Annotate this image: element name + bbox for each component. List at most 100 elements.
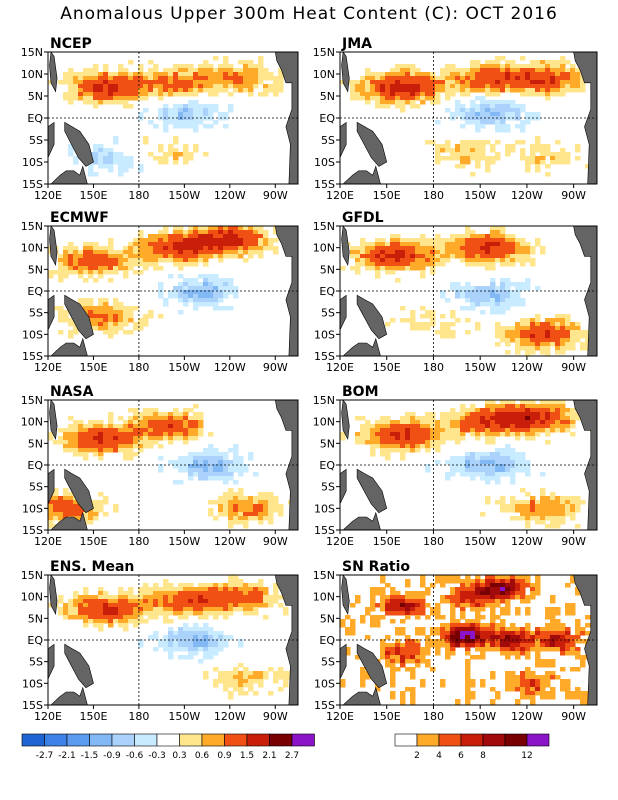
map-panel-0: NCEP 120E 150E 180 150W 120W 90W 15N 10N 5N EQ 5S 10… [21,36,299,202]
y-tick-label: 15N [313,394,335,407]
land-mass [49,226,58,266]
y-tick-label: 15N [313,569,335,582]
panel-title: JMA [341,36,372,52]
map-panel-1: JMA 120E 150E 180 150W 120W 90W 15N 10N 5N EQ 5S 10S… [313,36,598,202]
x-tick-label: 90W [561,710,586,723]
land-mass [342,165,381,184]
colorbar-swatch [482,733,506,747]
y-tick-label: 5N [28,437,43,450]
y-tick-label: 15S [22,699,43,712]
y-tick-label: 15N [21,220,43,233]
y-tick-label: 10N [21,591,43,604]
colorbar-label: -0.3 [148,751,166,761]
map-panel-5: BOM 120E 150E 180 150W 120W 90W 15N 10N 5N EQ 5S 10S… [313,384,598,548]
x-tick-label: 150W [168,189,200,202]
field-grid [340,575,597,705]
y-tick-label: 5S [29,307,43,320]
x-tick-label: 90W [561,189,586,202]
colorbar-swatch [224,733,248,747]
panel-title: SN Ratio [342,559,410,575]
land-mass [356,121,388,167]
colorbar-label: 2.1 [262,751,276,761]
y-tick-label: 5S [321,307,335,320]
land-mass [49,52,58,93]
x-tick-label: 120E [34,361,62,374]
x-tick-label: 90W [263,189,288,202]
y-tick-label: EQ [27,634,43,647]
y-tick-label: 10S [22,677,43,690]
x-tick-label: 90W [263,361,288,374]
panel-title: BOM [342,384,379,400]
x-tick-label: 150E [79,710,107,723]
y-tick-label: 15N [21,394,43,407]
y-tick-label: EQ [27,285,43,298]
colorbar-label: -0.9 [103,751,121,761]
land-mass [64,643,94,689]
y-tick-label: 10S [22,328,43,341]
y-tick-label: 10N [313,242,335,255]
y-tick-label: EQ [319,459,335,472]
y-tick-label: 10S [314,156,335,169]
colorbar-swatch [179,733,203,747]
land-mass [341,226,350,266]
land-mass [340,468,347,505]
y-tick-label: 5N [320,90,335,103]
x-tick-label: 150W [168,535,200,548]
colorbar-label: 12 [521,751,532,761]
land-mass [341,400,350,440]
field-grid [340,226,597,356]
y-tick-label: 5S [321,656,335,669]
y-tick-label: 10N [21,416,43,429]
x-tick-label: 120W [214,710,246,723]
x-tick-label: 150W [168,361,200,374]
map-panel-6: ENS. Mean 120E 150E 180 150W 120W 90W 15N 10N 5N E… [21,559,299,723]
x-tick-label: 150E [79,189,107,202]
land-mass [50,686,88,705]
land-mass [49,400,58,440]
colorbar-swatch [526,733,550,747]
panel-title: ECMWF [50,210,109,226]
colorbar-swatch [460,733,484,747]
colorbar-label: 2 [414,751,420,761]
land-mass [50,511,88,530]
panel-title: NASA [50,384,94,400]
x-tick-label: 150W [464,189,496,202]
colorbar-label: 0.3 [172,751,186,761]
x-tick-label: 180 [128,361,149,374]
land-mass [48,468,55,505]
panel-title: ENS. Mean [50,559,134,575]
colorbar-swatch [44,733,68,747]
x-tick-label: 150W [464,535,496,548]
colorbar-label: 6 [458,751,464,761]
x-tick-label: 120W [511,710,543,723]
colorbar-swatch [111,733,135,747]
x-tick-label: 120E [34,710,62,723]
land-mass [356,468,388,514]
colorbar-label: 4 [436,751,442,761]
land-mass [340,121,347,158]
x-tick-label: 120W [511,535,543,548]
y-tick-label: 15N [313,220,335,233]
x-tick-label: 120W [214,535,246,548]
colorbar-swatch [269,733,293,747]
land-mass [573,226,597,356]
y-tick-label: 5S [321,481,335,494]
land-mass [573,400,597,530]
x-tick-label: 150W [168,710,200,723]
y-tick-label: 10S [22,156,43,169]
map-panel-7: SN Ratio 120E 150E 180 150W 120W 90W 15N 10N 5N EQ… [313,559,598,723]
x-tick-label: 120W [511,189,543,202]
panel-title: GFDL [342,210,384,226]
colorbar-swatch [438,733,462,747]
y-tick-label: EQ [319,634,335,647]
x-tick-label: 180 [423,361,444,374]
map-panel-3: GFDL 120E 150E 180 150W 120W 90W 15N 10N 5N EQ 5S 10… [313,210,598,374]
x-tick-label: 180 [128,710,149,723]
x-tick-label: 180 [128,535,149,548]
x-tick-label: 180 [423,710,444,723]
x-tick-label: 120E [326,710,354,723]
x-tick-label: 120W [511,361,543,374]
x-tick-label: 180 [423,189,444,202]
land-mass [64,294,94,340]
